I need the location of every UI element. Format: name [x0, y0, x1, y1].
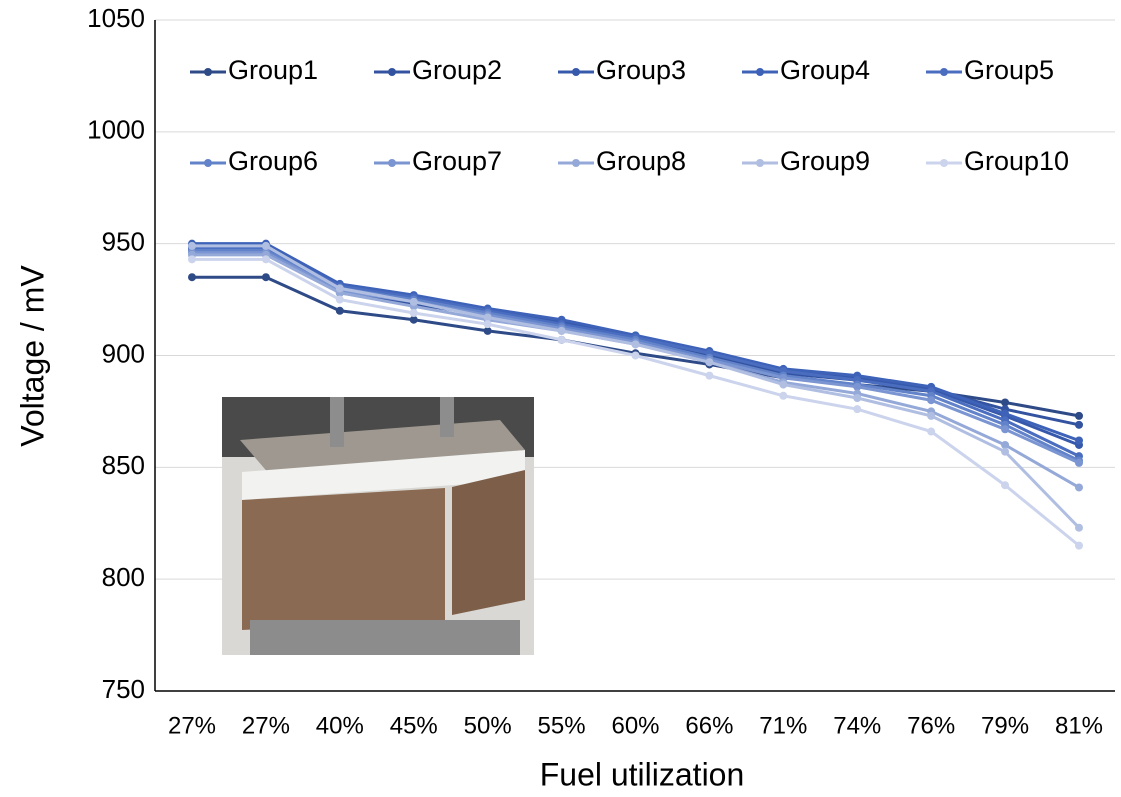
data-point: [483, 326, 492, 335]
data-point: [1075, 483, 1083, 492]
legend-label: Group7: [412, 146, 502, 176]
y-tick-label: 900: [102, 338, 145, 368]
x-tick-label: 81%: [1055, 712, 1103, 739]
data-point: [557, 326, 566, 335]
data-point: [631, 351, 640, 360]
legend-label: Group4: [780, 55, 870, 85]
y-tick-label: 950: [102, 227, 145, 257]
x-tick-label: 76%: [907, 712, 955, 739]
data-point: [409, 297, 418, 306]
data-point: [1075, 458, 1083, 467]
legend-label: Group5: [964, 55, 1054, 85]
data-point: [335, 295, 344, 304]
photo-stack: [452, 470, 525, 615]
y-tick-label: 800: [102, 562, 145, 592]
data-point: [853, 405, 862, 414]
legend-marker: [388, 68, 396, 76]
y-tick-label: 1000: [87, 115, 145, 145]
y-tick-label: 750: [102, 674, 145, 704]
x-tick-label: 40%: [316, 712, 364, 739]
y-axis-title: Voltage / mV: [14, 265, 50, 447]
x-tick-label: 55%: [538, 712, 586, 739]
data-point: [188, 255, 196, 264]
data-point: [927, 396, 936, 405]
data-point: [779, 391, 788, 400]
legend-label: Group6: [228, 146, 318, 176]
photo-base: [250, 620, 520, 655]
data-point: [1075, 541, 1083, 550]
legend-marker: [940, 159, 948, 167]
x-tick-label: 60%: [611, 712, 659, 739]
x-tick-label: 79%: [981, 712, 1029, 739]
photo-insulation: [242, 450, 525, 500]
data-point: [927, 411, 936, 420]
data-point: [1001, 398, 1010, 407]
data-point: [705, 371, 714, 380]
data-point: [1001, 409, 1010, 418]
legend-label: Group2: [412, 55, 502, 85]
data-point: [483, 320, 492, 329]
data-point: [1075, 436, 1083, 445]
data-point: [409, 309, 418, 318]
legend-marker: [756, 159, 764, 167]
y-tick-label: 850: [102, 450, 145, 480]
legend-label: Group9: [780, 146, 870, 176]
legend-label: Group1: [228, 55, 318, 85]
x-tick-label: 66%: [685, 712, 733, 739]
data-point: [927, 427, 936, 436]
data-point: [188, 273, 196, 282]
data-point: [1001, 481, 1010, 490]
legend-marker: [204, 159, 212, 167]
photo-stack: [242, 488, 445, 630]
data-point: [1001, 440, 1010, 449]
x-axis-title: Fuel utilization: [540, 756, 745, 792]
data-point: [261, 255, 270, 264]
data-point: [1001, 447, 1010, 456]
photo-rod: [330, 397, 344, 447]
legend-label: Group8: [596, 146, 686, 176]
data-point: [261, 273, 270, 282]
x-tick-label: 27%: [242, 712, 290, 739]
data-point: [853, 382, 862, 391]
legend-label: Group3: [596, 55, 686, 85]
data-point: [779, 380, 788, 389]
x-tick-label: 71%: [759, 712, 807, 739]
legend-label: Group10: [964, 146, 1069, 176]
data-point: [335, 284, 344, 293]
y-tick-label: 1050: [87, 3, 145, 33]
legend-marker: [572, 68, 580, 76]
data-point: [705, 358, 714, 367]
data-point: [261, 241, 270, 250]
x-tick-label: 45%: [390, 712, 438, 739]
data-point: [188, 241, 196, 250]
legend-marker: [572, 159, 580, 167]
data-point: [853, 393, 862, 402]
data-point: [557, 335, 566, 344]
x-tick-label: 50%: [464, 712, 512, 739]
data-point: [335, 306, 344, 315]
data-point: [1075, 523, 1083, 532]
x-tick-label: 74%: [833, 712, 881, 739]
x-tick-label: 27%: [168, 712, 216, 739]
data-point: [631, 340, 640, 349]
data-point: [483, 313, 492, 322]
legend-marker: [756, 68, 764, 76]
data-point: [409, 315, 418, 324]
data-point: [1075, 420, 1083, 429]
legend-marker: [204, 68, 212, 76]
legend-marker: [388, 159, 396, 167]
data-point: [1075, 411, 1083, 420]
inset-photo: [222, 397, 534, 655]
legend-marker: [940, 68, 948, 76]
photo-rod: [440, 397, 454, 437]
data-point: [1001, 425, 1010, 434]
